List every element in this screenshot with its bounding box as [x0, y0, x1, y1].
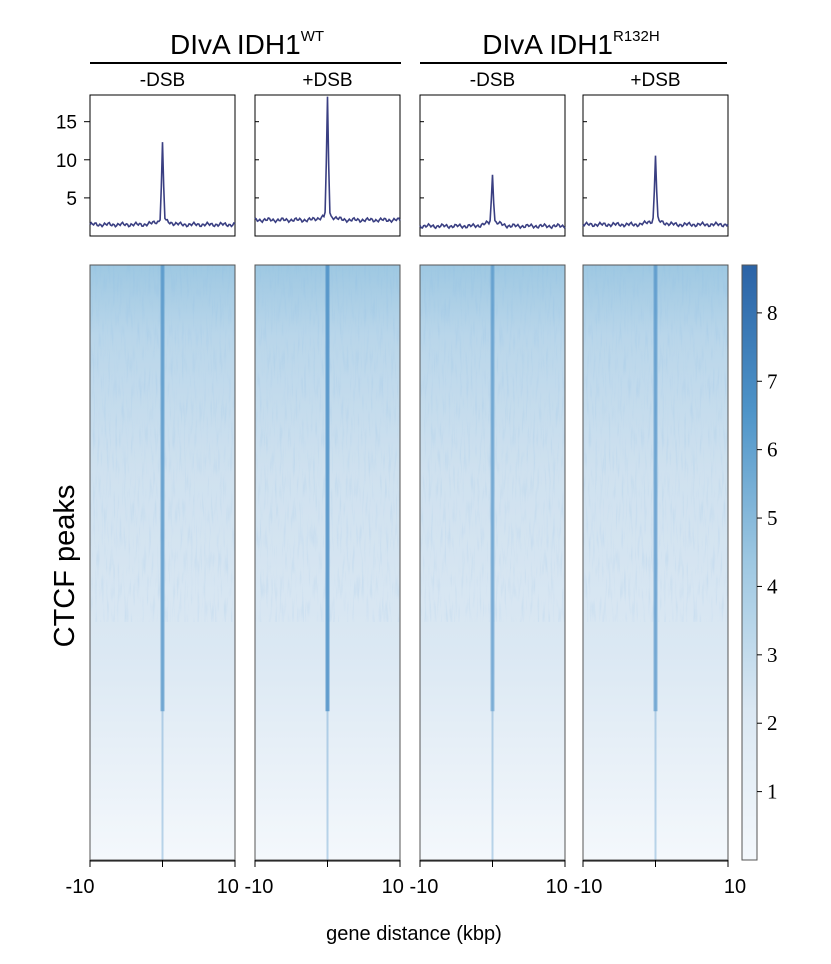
colorbar-tick-label: 2: [767, 711, 778, 735]
heatmap-center-line: [325, 265, 330, 712]
group-title-wt-sup: WT: [301, 28, 324, 45]
x-tick-label: 10: [724, 876, 746, 898]
heatmap-center-line: [160, 265, 165, 712]
heatmap-center-line: [490, 265, 495, 712]
group-title-wt: DIvA IDH1WT: [170, 28, 324, 60]
group-title-r132h: DIvA IDH1R132H: [482, 28, 659, 60]
x-tick-labels: -10 10 -10 10 -10 10 -10 10: [66, 876, 747, 898]
profile-line: [89, 142, 236, 228]
panel-2: +DSB: [254, 70, 401, 867]
y-axis-label: CTCF peaks: [49, 485, 81, 648]
panel-label: +DSB: [630, 70, 680, 91]
group-title-r132h-sup: R132H: [613, 28, 660, 45]
group-title-wt-name: DIvA IDH1: [170, 29, 301, 60]
colorbar-fill: [741, 264, 758, 861]
panel-label: -DSB: [470, 70, 515, 91]
group-title-r132h-name: DIvA IDH1: [482, 29, 613, 60]
x-tick-label: 10 -10: [546, 876, 603, 898]
colorbar-tick-label: 3: [767, 643, 778, 667]
colorbar: 1 2 3 4 5 6 7 8: [741, 264, 778, 861]
group-header-wt: DIvA IDH1WT: [90, 28, 401, 64]
panels: -DSB +DSB -DSB +DSB: [89, 70, 729, 867]
colorbar-tick-label: 6: [767, 438, 778, 462]
profile-line: [419, 174, 566, 230]
panel-label: -DSB: [140, 70, 185, 91]
x-axis-label: gene distance (kbp): [326, 923, 502, 945]
x-tick-label: 10 -10: [382, 876, 439, 898]
heatmap-center-line-tail: [161, 265, 164, 860]
profile-y-tick-label: 5: [66, 189, 77, 210]
profile-line: [582, 155, 729, 228]
heatmap-center-line: [653, 265, 658, 712]
heatmap-center-line-tail: [654, 265, 657, 860]
profile-y-tick-label: 15: [56, 113, 77, 134]
panel-4: +DSB: [582, 70, 729, 867]
colorbar-tick-label: 1: [767, 780, 778, 804]
panel-1: -DSB: [89, 70, 236, 867]
colorbar-tick-label: 8: [767, 301, 778, 325]
profile-y-axis: 5 10 15: [56, 113, 90, 210]
colorbar-ticks: 1 2 3 4 5 6 7 8: [757, 301, 778, 804]
heatmap-center-line-tail: [326, 265, 329, 860]
panel-3: -DSB: [419, 70, 566, 867]
colorbar-tick-label: 5: [767, 506, 778, 530]
panel-label: +DSB: [302, 70, 352, 91]
colorbar-tick-label: 7: [767, 369, 778, 393]
profile-y-tick-label: 10: [56, 151, 77, 172]
x-tick-label: 10 -10: [217, 876, 274, 898]
colorbar-tick-label: 4: [767, 574, 778, 598]
profile-line: [254, 96, 401, 224]
x-tick-label: -10: [66, 876, 95, 898]
profile-frame: [419, 94, 566, 237]
heatmap-center-line-tail: [491, 265, 494, 860]
group-header-r132h: DIvA IDH1R132H: [420, 28, 727, 64]
